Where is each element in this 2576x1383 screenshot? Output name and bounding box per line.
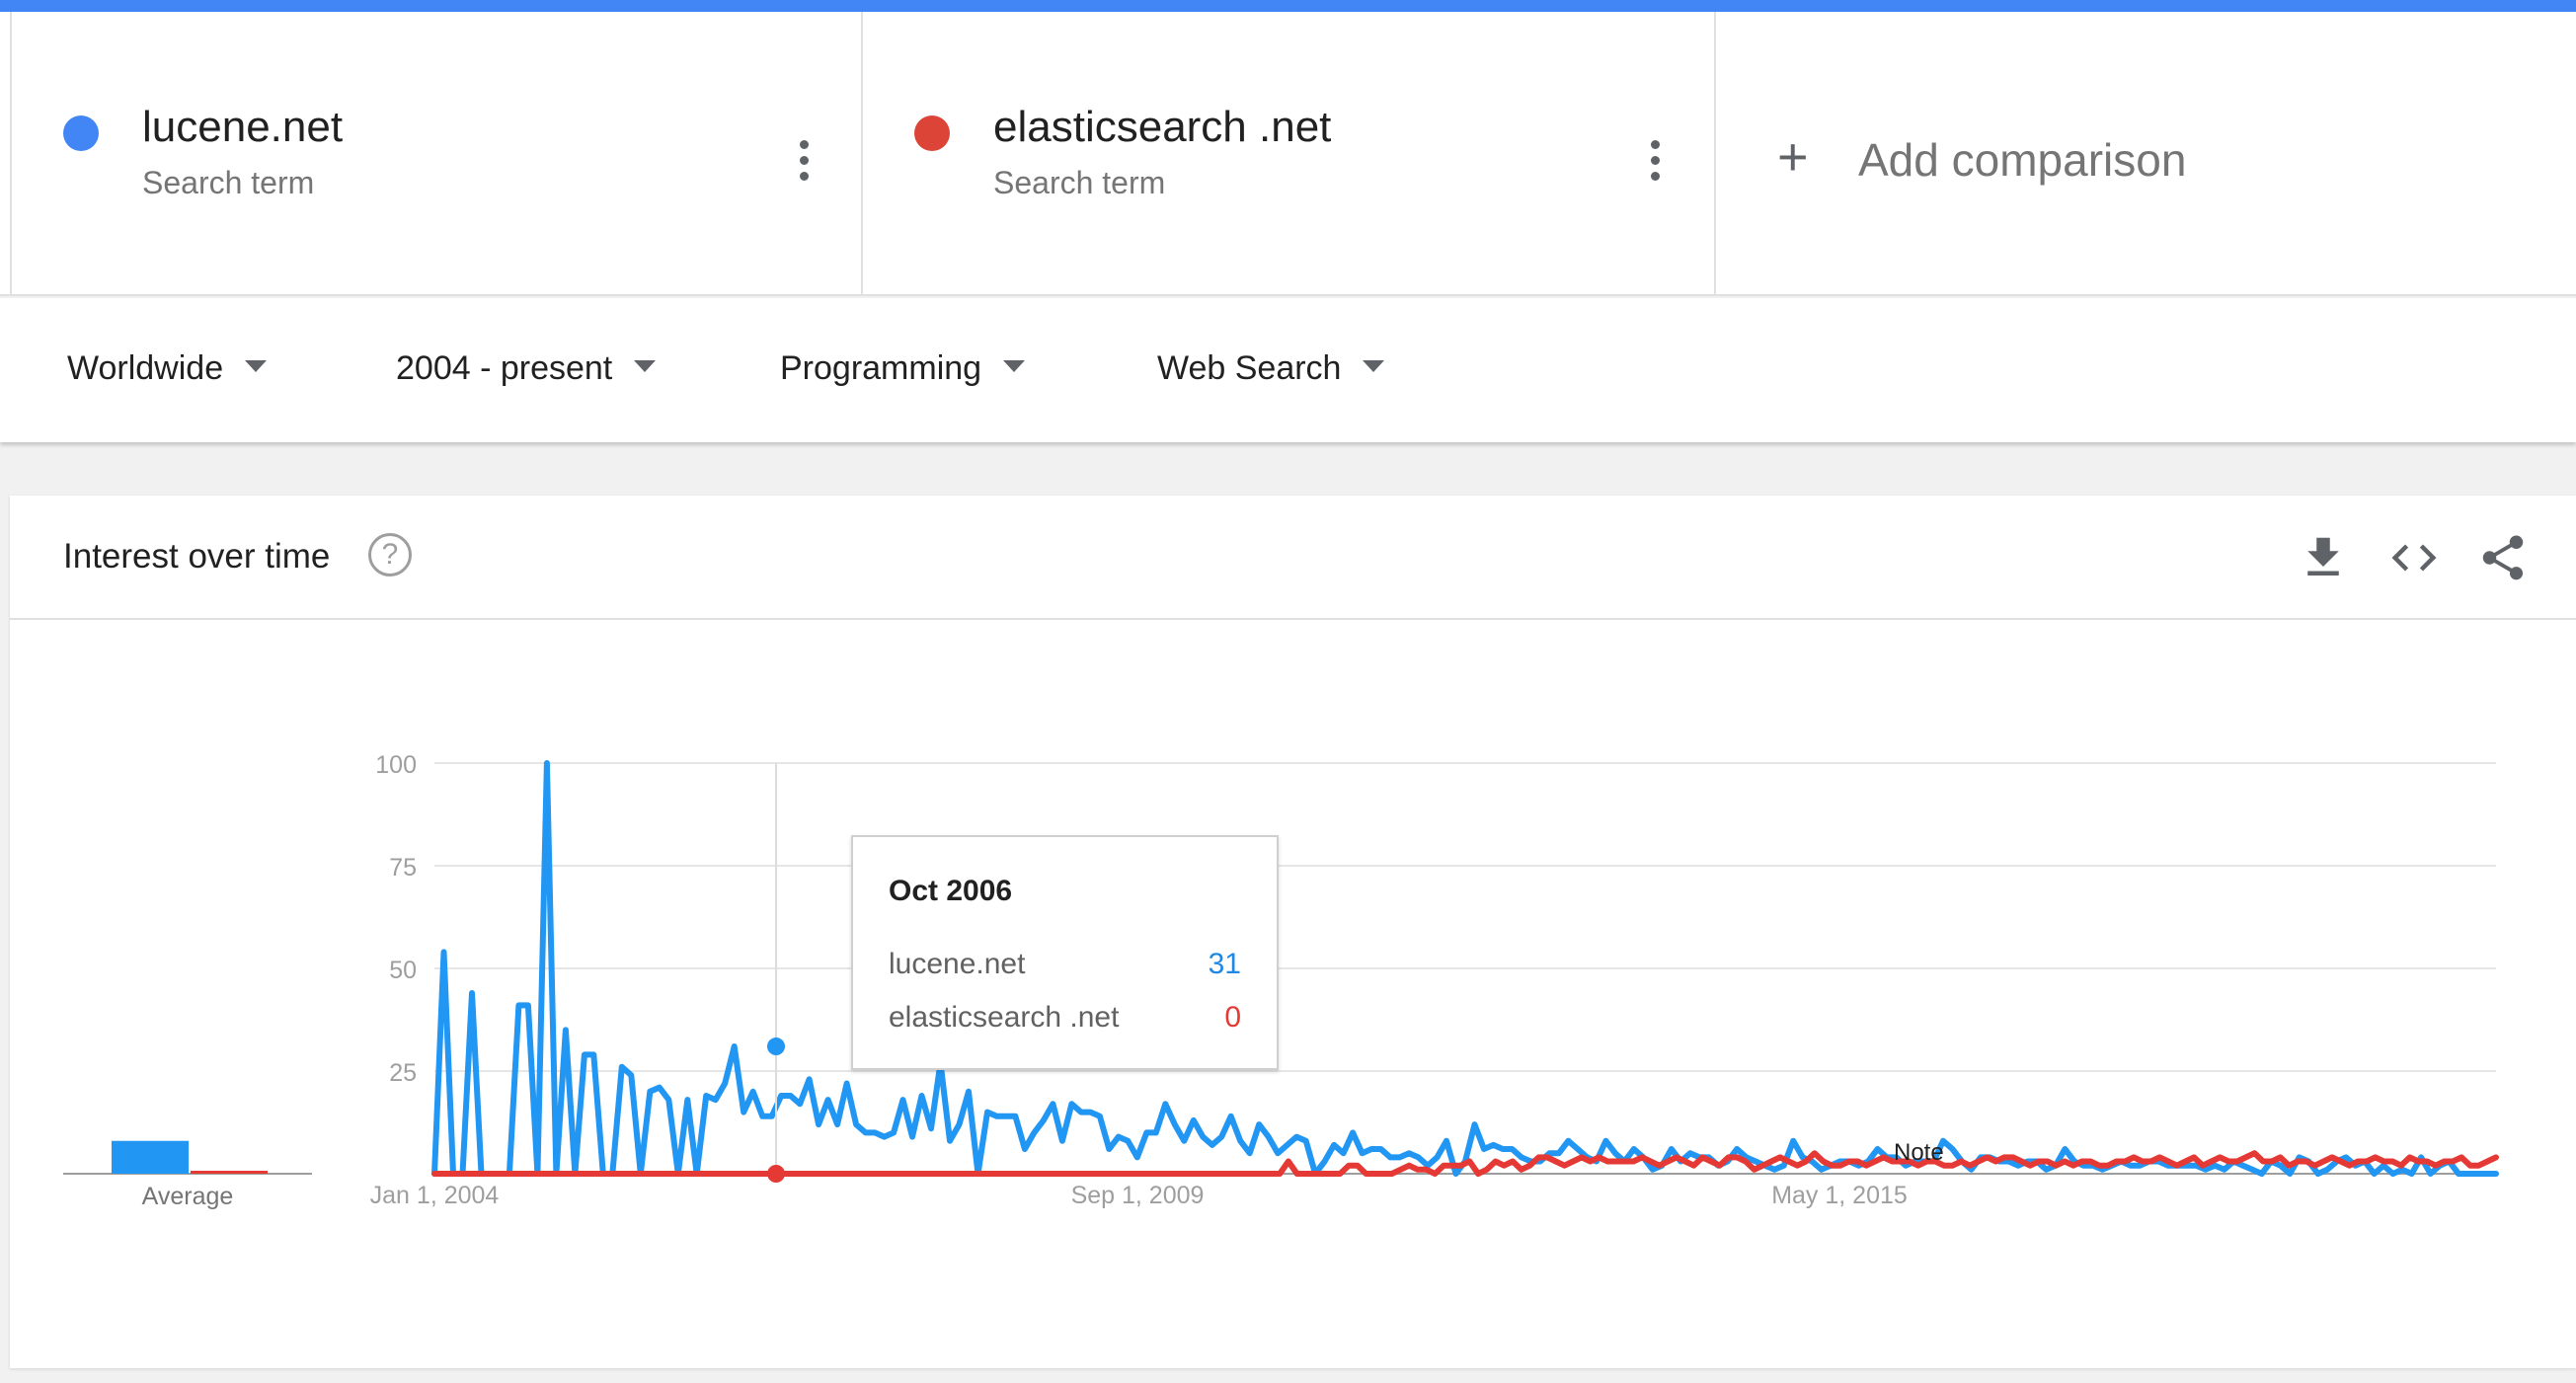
- term-card-lucene[interactable]: lucene.net Search term: [10, 12, 861, 296]
- average-bar: [191, 1171, 268, 1174]
- search-type-value: Web Search: [1157, 349, 1342, 387]
- category-dropdown[interactable]: Programming: [780, 349, 1026, 393]
- tooltip-series-value: 31: [1208, 948, 1241, 980]
- y-tick-label: 50: [389, 957, 417, 984]
- filter-bar: Worldwide 2004 - present Programming Web…: [0, 298, 2576, 442]
- x-tick-label: Sep 1, 2009: [1071, 1182, 1205, 1209]
- dropdown-arrow-icon: [1003, 360, 1026, 373]
- x-tick-label: Jan 1, 2004: [370, 1182, 500, 1209]
- region-dropdown[interactable]: Worldwide: [67, 349, 268, 393]
- time-range-dropdown[interactable]: 2004 - present: [396, 349, 657, 393]
- comparison-bar: lucene.net Search term elasticsearch .ne…: [0, 12, 2576, 296]
- term-type-label: Search term: [993, 165, 1166, 200]
- category-value: Programming: [780, 349, 982, 387]
- add-comparison-button[interactable]: + Add comparison: [1714, 12, 2576, 296]
- average-bar: [112, 1140, 189, 1174]
- hover-point-lucene: [767, 1037, 785, 1056]
- help-icon[interactable]: ?: [368, 533, 412, 576]
- plus-icon: +: [1777, 127, 1809, 187]
- time-range-value: 2004 - present: [396, 349, 613, 387]
- card-header: Interest over time ?: [10, 496, 2576, 620]
- tooltip-date: Oct 2006: [889, 875, 1013, 907]
- term-name[interactable]: elasticsearch .net: [993, 103, 1332, 151]
- tooltip-series-label: elasticsearch .net: [889, 1001, 1120, 1034]
- term-type-label: Search term: [142, 165, 315, 200]
- dropdown-arrow-icon: [245, 360, 268, 373]
- embed-icon[interactable]: [2387, 531, 2441, 584]
- add-comparison-label: Add comparison: [1858, 134, 2187, 186]
- y-tick-label: 100: [375, 751, 417, 779]
- x-tick-label: May 1, 2015: [1771, 1182, 1908, 1209]
- series-color-dot: [914, 115, 950, 151]
- region-value: Worldwide: [67, 349, 224, 387]
- chart-tooltip: Oct 2006 lucene.net 31 elasticsearch .ne…: [851, 835, 1279, 1070]
- tooltip-series-label: lucene.net: [889, 948, 1026, 980]
- share-icon[interactable]: [2476, 531, 2530, 584]
- search-type-dropdown[interactable]: Web Search: [1157, 349, 1385, 393]
- download-icon[interactable]: [2297, 531, 2350, 584]
- card-title: Interest over time: [63, 537, 331, 576]
- tooltip-series-value: 0: [1224, 1001, 1241, 1034]
- note-marker: Note: [1894, 1139, 1944, 1166]
- dropdown-arrow-icon: [634, 360, 657, 373]
- y-tick-label: 75: [389, 854, 417, 882]
- more-vert-icon[interactable]: [792, 140, 816, 190]
- term-name[interactable]: lucene.net: [142, 103, 344, 151]
- average-label: Average: [142, 1183, 234, 1210]
- interest-over-time-card: Interest over time ?: [10, 496, 2576, 1368]
- top-accent-bar: [0, 0, 2576, 12]
- more-vert-icon[interactable]: [1643, 140, 1667, 190]
- series-color-dot: [63, 115, 99, 151]
- hover-point-elasticsearch: [767, 1165, 785, 1183]
- term-card-elasticsearch[interactable]: elasticsearch .net Search term: [861, 12, 1714, 296]
- y-tick-label: 25: [389, 1059, 417, 1087]
- dropdown-arrow-icon: [1363, 360, 1385, 373]
